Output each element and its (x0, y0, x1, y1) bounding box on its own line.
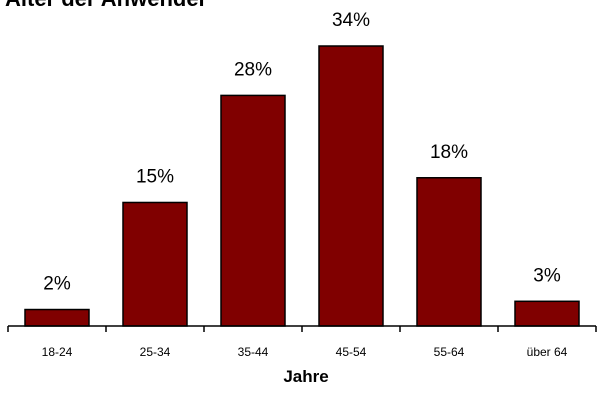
x-tick-label-4: 55-64 (434, 345, 465, 359)
data-label-5: 3% (533, 265, 561, 286)
x-tick-label-3: 45-54 (336, 345, 367, 359)
x-tick-label-0: 18-24 (42, 345, 73, 359)
bar-0 (24, 308, 90, 327)
data-label-4: 18% (430, 142, 468, 163)
chart-title: Alter der Anwender (5, 0, 208, 11)
bar-2 (220, 94, 286, 327)
bar-1 (122, 201, 188, 327)
x-axis-label: Jahre (283, 367, 328, 386)
x-tick-label-2: 35-44 (238, 345, 269, 359)
x-tick-label-5: über 64 (527, 345, 568, 359)
bar-4 (416, 177, 482, 327)
data-label-0: 2% (43, 274, 71, 295)
x-tick-label-1: 25-34 (140, 345, 171, 359)
bar-5 (514, 300, 580, 327)
x-ticks-group: 18-24 25-34 35-44 45-54 55-64 über 64 (7, 326, 597, 359)
data-label-2: 28% (234, 59, 272, 80)
data-label-1: 15% (136, 166, 174, 187)
data-label-3: 34% (332, 10, 370, 31)
bar-3 (318, 45, 384, 327)
bars-group: 2% 15% 28% 34% 18% 3% (24, 10, 580, 327)
